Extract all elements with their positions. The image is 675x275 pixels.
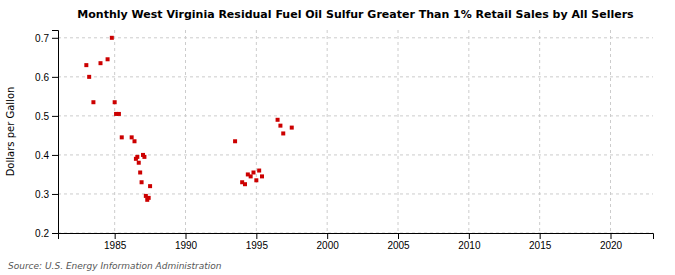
point [120, 135, 124, 139]
tick-label: 2015 [529, 240, 552, 251]
grid-line-x [468, 30, 469, 233]
tick-label: 2005 [387, 240, 410, 251]
point [130, 135, 134, 139]
tick-label: 0.5 [35, 111, 49, 122]
tick-mark [327, 233, 328, 239]
x-axis: 1985 1990 1995 2000 2005 2010 2015 2020 [59, 233, 654, 251]
point [142, 155, 146, 159]
tick: 0.2 [35, 228, 58, 239]
tick-label: 2010 [458, 240, 481, 251]
tick: 2005 [387, 233, 410, 251]
title: Monthly West Virginia Residual Fuel Oil … [77, 8, 634, 21]
y-axis: 0.2 0.3 0.4 0.5 0.6 0.7 [35, 31, 58, 239]
tick-label: 2020 [600, 240, 623, 251]
tick: 0.3 [35, 189, 58, 200]
point [133, 139, 137, 143]
tick-mark [52, 38, 58, 39]
point [252, 170, 256, 174]
tick-label: 0.7 [35, 33, 49, 44]
point [135, 155, 139, 159]
tick-mark [52, 116, 58, 117]
tick-label: 0.6 [35, 72, 49, 83]
tick-label: 1990 [175, 240, 198, 251]
tick-label: 0.4 [35, 150, 49, 161]
point [84, 63, 88, 67]
tick-label: 0.2 [35, 228, 49, 239]
point [249, 174, 253, 178]
tick-label: 2000 [317, 240, 340, 251]
axis-line [59, 234, 654, 240]
grid-line-x [610, 30, 611, 233]
tick: 0.5 [35, 111, 58, 122]
point [87, 75, 91, 79]
tick-label: 1995 [246, 240, 269, 251]
point [281, 131, 285, 135]
point [290, 126, 294, 130]
tick-mark [186, 233, 187, 239]
point [110, 36, 114, 40]
tick-label: 0.3 [35, 189, 49, 200]
grid-line-x [256, 30, 257, 233]
point [106, 57, 110, 61]
point [137, 161, 141, 165]
grid-line-y [58, 76, 653, 77]
point [147, 196, 151, 200]
plot-area: 198519901995200020052010201520200.20.30.… [35, 30, 653, 251]
tick: 0.4 [35, 150, 58, 161]
point [254, 178, 258, 182]
point [260, 174, 264, 178]
tick: 2020 [600, 233, 623, 251]
y-axis-label: Dollars per Gallon [5, 87, 16, 177]
tick: 1990 [175, 233, 198, 251]
point [148, 184, 152, 188]
grid-line-y [58, 37, 653, 38]
tick: 2015 [529, 233, 552, 251]
grid-line-x [327, 30, 328, 233]
points [84, 36, 293, 202]
tick-mark [115, 233, 116, 239]
tick-mark [398, 233, 399, 239]
point [140, 180, 144, 184]
tick-mark [540, 233, 541, 239]
tick-mark [469, 233, 470, 239]
grid-line-y [58, 154, 653, 155]
tick: 2010 [458, 233, 481, 251]
grid-line-x [398, 30, 399, 233]
tick: 1995 [246, 233, 269, 251]
point [233, 139, 237, 143]
tick-mark [52, 194, 58, 195]
tick-mark [611, 233, 612, 239]
axis-line [52, 31, 59, 234]
grid-line-x [185, 30, 186, 233]
point [117, 112, 121, 116]
point [138, 170, 142, 174]
tick-mark [52, 77, 58, 78]
chart: 198519901995200020052010201520200.20.30.… [0, 0, 675, 275]
grid-line-x [114, 30, 115, 233]
tick: 1985 [104, 233, 127, 251]
tick-mark [256, 233, 257, 239]
source-note: Source: U.S. Energy Information Administ… [8, 261, 222, 271]
tick: 0.6 [35, 72, 58, 83]
point [113, 100, 117, 104]
grid [58, 30, 653, 233]
point [99, 61, 103, 65]
grid-line-y [58, 115, 653, 116]
tick: 2000 [317, 233, 340, 251]
point [257, 169, 261, 173]
tick-mark [52, 155, 58, 156]
grid-line-x [539, 30, 540, 233]
point [91, 100, 95, 104]
tick: 0.7 [35, 33, 58, 44]
point [278, 124, 282, 128]
tick-label: 1985 [104, 240, 127, 251]
point [243, 182, 247, 186]
point [276, 118, 280, 122]
tick-mark [52, 233, 58, 234]
